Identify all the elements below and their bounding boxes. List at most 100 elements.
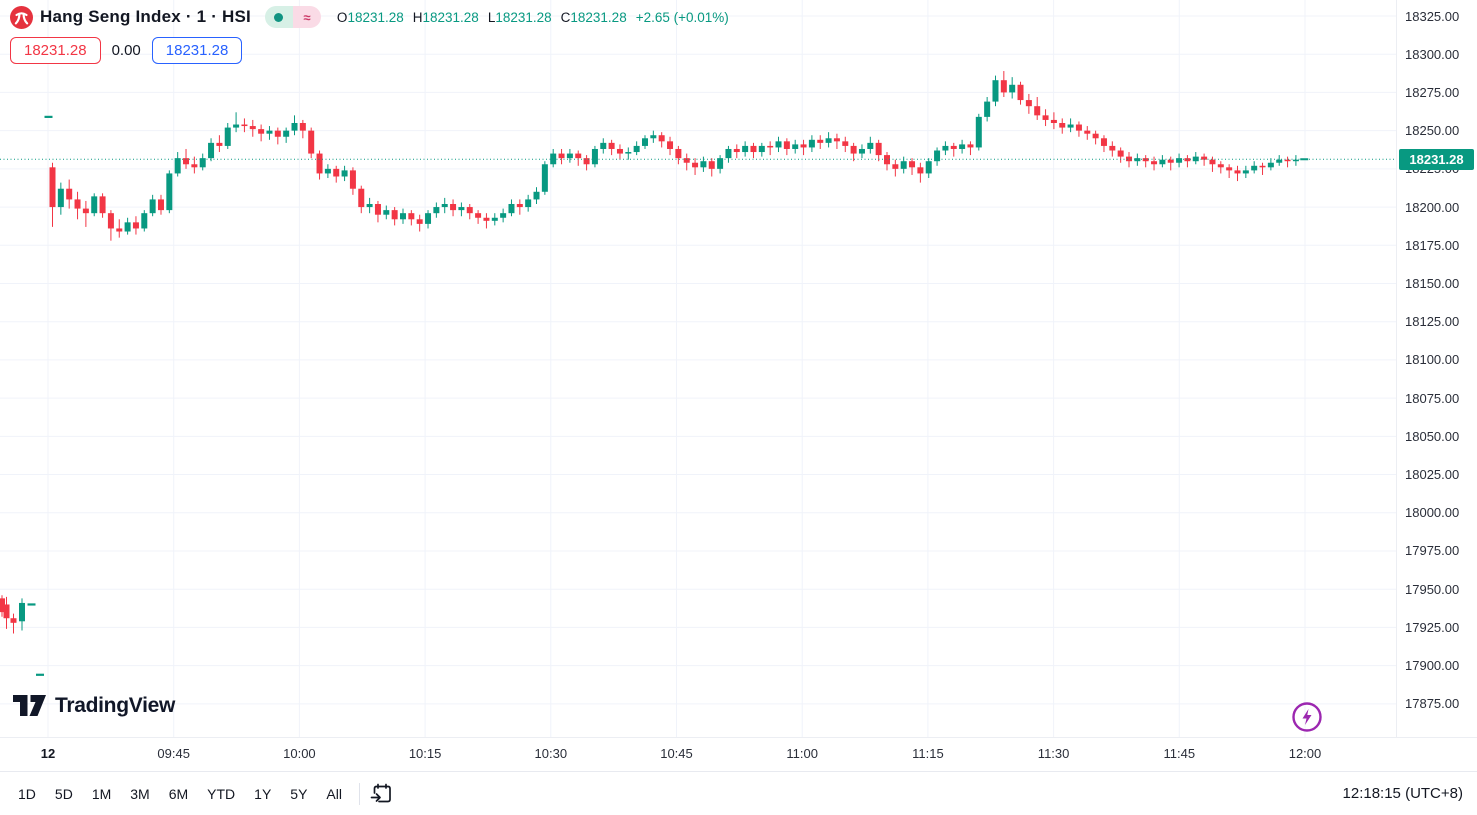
candle-body <box>767 145 774 148</box>
candle-body <box>191 164 198 168</box>
realtime-lightning-icon[interactable] <box>1291 701 1323 733</box>
sell-price-button[interactable]: 18231.28 <box>10 37 101 64</box>
candle-body <box>116 228 123 232</box>
candle-body <box>258 129 265 134</box>
candle-body <box>74 199 81 209</box>
candle-body <box>1059 122 1066 128</box>
candle-body <box>450 204 457 211</box>
candle-body <box>783 141 790 149</box>
chart-pane[interactable] <box>0 0 1396 737</box>
candle-body <box>775 141 782 148</box>
range-button-3m[interactable]: 3M <box>122 781 157 807</box>
candle-body <box>575 153 582 159</box>
candle-body <box>341 170 348 177</box>
candle-body <box>508 204 515 214</box>
candle-body <box>867 142 874 149</box>
price-axis-label: 17875.00 <box>1405 696 1460 712</box>
candle-body <box>416 219 423 224</box>
price-axis[interactable]: 18325.0018300.0018275.0018250.0018225.00… <box>1396 0 1477 737</box>
candle-body <box>842 141 849 146</box>
candle-body <box>107 213 114 229</box>
price-axis-label: 17900.00 <box>1405 658 1460 674</box>
candle-body <box>633 145 640 153</box>
candle-body <box>1276 159 1283 163</box>
price-axis-label: 17950.00 <box>1405 581 1460 597</box>
price-axis-label: 18325.00 <box>1405 8 1460 24</box>
candle-body <box>675 148 682 159</box>
candle-body <box>817 139 824 143</box>
candle-body <box>1000 80 1007 93</box>
price-axis-label: 18125.00 <box>1405 314 1460 330</box>
candle-body <box>1092 133 1099 139</box>
candle-body <box>750 145 757 153</box>
range-button-1y[interactable]: 1Y <box>246 781 279 807</box>
tradingview-logo-text: TradingView <box>55 694 176 717</box>
candle-body <box>1209 159 1216 165</box>
candle-body <box>909 161 916 168</box>
range-button-ytd[interactable]: YTD <box>199 781 243 807</box>
price-dash-mark <box>27 603 36 606</box>
candle-body <box>583 158 590 165</box>
hang-seng-logo-icon <box>10 5 33 29</box>
candle-body <box>208 142 215 159</box>
candle-body <box>49 167 56 208</box>
candle-body <box>942 145 949 151</box>
candle-body <box>1042 115 1049 120</box>
range-buttons: 1D 5D 1M 3M 6M YTD 1Y 5Y All <box>10 781 353 807</box>
candle-body <box>266 130 273 134</box>
buy-price-button[interactable]: 18231.28 <box>151 37 243 64</box>
candle-body <box>692 162 699 168</box>
candle-body <box>149 199 156 214</box>
delayed-data-icon: ≈ <box>292 6 321 28</box>
candle-body <box>733 148 740 153</box>
tradingview-logo[interactable]: TradingView <box>13 694 175 718</box>
range-button-1m[interactable]: 1M <box>84 781 119 807</box>
price-axis-label: 18250.00 <box>1405 123 1460 139</box>
candle-body <box>992 80 999 102</box>
time-axis-label: 12 <box>40 746 56 761</box>
candle-body <box>1034 106 1041 116</box>
candle-body <box>174 158 181 174</box>
candle-body <box>858 148 865 154</box>
price-axis-label: 18275.00 <box>1405 84 1460 100</box>
candle-body <box>658 135 665 142</box>
candle-body <box>1067 124 1074 128</box>
current-price-badge: 18231.28 <box>1399 148 1474 170</box>
candlestick-chart <box>0 0 1396 737</box>
candle-body <box>650 135 657 139</box>
price-axis-label: 18300.00 <box>1405 46 1460 62</box>
chart-header: Hang Seng Index · 1 · HSI ≈ O18231.28 H18… <box>10 4 729 30</box>
range-button-6m[interactable]: 6M <box>161 781 196 807</box>
candle-body <box>900 161 907 169</box>
candle-doji <box>1300 158 1309 161</box>
candle-body <box>1159 159 1166 165</box>
ohlc-value: H18231.28 <box>412 9 479 25</box>
time-axis[interactable]: 12 09:45 10:00 10:15 10:30 10:45 11:00 11:15 11:… <box>0 737 1477 771</box>
range-button-1d[interactable]: 1D <box>10 781 44 807</box>
price-axis-label: 17975.00 <box>1405 543 1460 559</box>
market-status-pill[interactable]: ≈ <box>264 6 321 28</box>
candle-body <box>616 148 623 154</box>
candle-body <box>19 602 25 622</box>
candle-body <box>500 213 507 218</box>
candle-body <box>1134 158 1141 162</box>
candle-body <box>91 196 98 214</box>
candle-body <box>458 207 465 211</box>
candle-body <box>199 158 206 168</box>
range-button-5d[interactable]: 5D <box>47 781 81 807</box>
time-axis-label: 10:15 <box>408 746 442 761</box>
candle-body <box>708 161 715 169</box>
range-button-all[interactable]: All <box>318 781 350 807</box>
candle-body <box>383 210 390 215</box>
candle-body <box>366 204 373 208</box>
range-button-5y[interactable]: 5Y <box>282 781 315 807</box>
spread-value: 0.00 <box>111 42 141 59</box>
candle-body <box>441 204 448 208</box>
clock-utc[interactable]: 12:18:15 (UTC+8) <box>1342 785 1463 802</box>
price-axis-label: 18150.00 <box>1405 275 1460 291</box>
price-axis-label: 17925.00 <box>1405 619 1460 635</box>
candle-body <box>66 188 73 200</box>
symbol-title[interactable]: Hang Seng Index · 1 · HSI <box>40 7 251 26</box>
go-to-date-button[interactable] <box>370 781 395 806</box>
candle-body <box>1292 159 1299 162</box>
